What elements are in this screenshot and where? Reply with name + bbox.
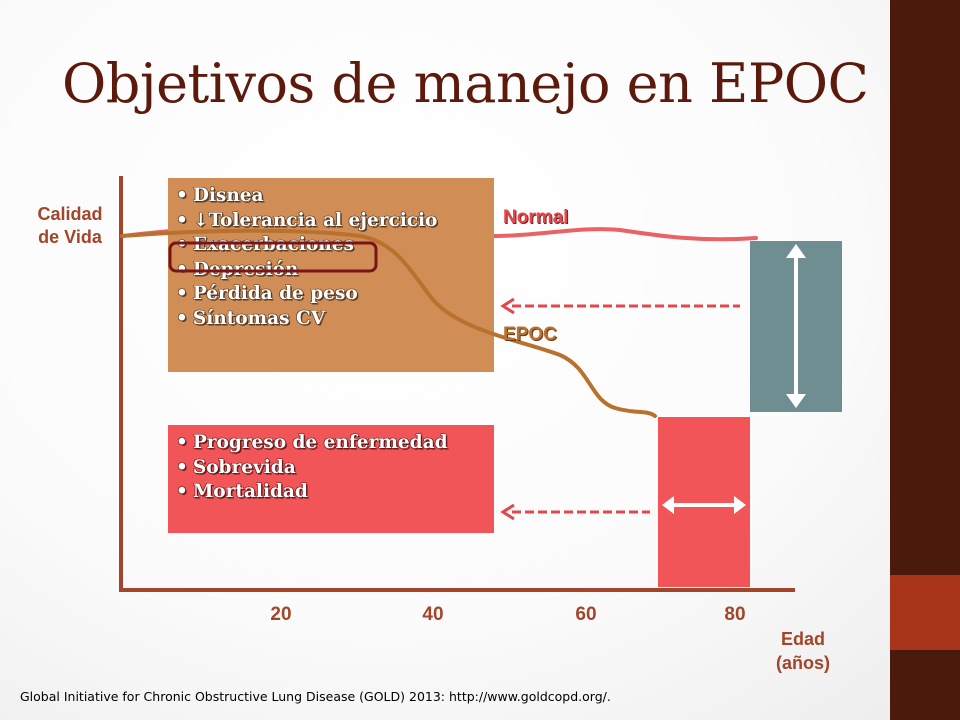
slide-title: Objetivos de manejo en EPOC: [62, 52, 869, 115]
y-axis-label: Calidad de Vida: [37, 204, 103, 247]
epoc-curve-label: EPOC: [503, 324, 557, 345]
sidebar-accent-block: [890, 575, 960, 650]
list-item: • ↓Tolerancia al ejercicio: [176, 209, 438, 231]
list-item: • Síntomas CV: [176, 307, 326, 329]
list-item-highlighted: • Exacerbaciones: [176, 234, 354, 255]
x-tick-label: 20: [270, 604, 292, 625]
quality-dashed-arrow: [500, 297, 740, 315]
list-item: • Disnea: [176, 185, 264, 206]
x-tick-label: 60: [575, 604, 597, 625]
symptoms-list: • Disnea • ↓Tolerancia al ejercicio • Exace…: [168, 178, 494, 331]
x-tick-label: 40: [422, 604, 444, 625]
down-arrow-icon: ↓: [192, 209, 209, 231]
list-item: • Mortalidad: [176, 481, 308, 502]
list-item: • Pérdida de peso: [176, 283, 358, 304]
survival-gap-arrow: [662, 496, 746, 514]
list-item: • Progreso de enfermedad: [176, 432, 448, 453]
x-axis-label: Edad (años): [776, 629, 830, 673]
normal-curve-label: Normal: [503, 207, 569, 228]
quality-gap-arrow: [786, 244, 806, 408]
citation: Global Initiative for Chronic Obstructiv…: [20, 689, 611, 704]
outcomes-box: • Progreso de enfermedad • Sobrevida • Mort…: [168, 425, 494, 533]
x-tick-label: 80: [724, 604, 746, 625]
outcomes-list: • Progreso de enfermedad • Sobrevida • Mort…: [168, 425, 494, 505]
list-item: • Depresión: [176, 258, 299, 280]
survival-dashed-arrow: [500, 503, 650, 521]
list-item: • Sobrevida: [176, 456, 296, 478]
symptoms-box: • Disnea • ↓Tolerancia al ejercicio • Exace…: [168, 178, 494, 372]
